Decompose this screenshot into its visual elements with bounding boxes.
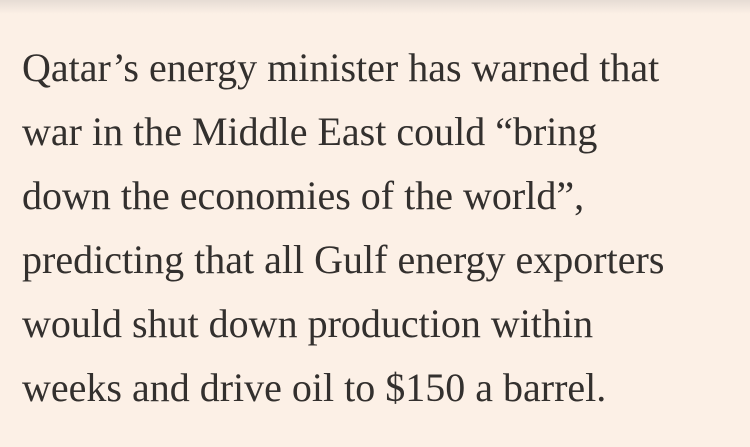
paragraph-line: down the economies of the world”,	[22, 173, 585, 218]
paragraph-line: Qatar’s energy minister has warned that	[22, 45, 660, 90]
paragraph-line: war in the Middle East could “bring	[22, 109, 598, 154]
paragraph-line: predicting that all Gulf energy exporter…	[22, 237, 665, 282]
paragraph-line: weeks and drive oil to $150 a barrel.	[22, 365, 607, 410]
paragraph-line: would shut down production within	[22, 301, 594, 346]
top-shadow	[0, 0, 750, 14]
article-paragraph: Qatar’s energy minister has warned that …	[22, 36, 664, 420]
